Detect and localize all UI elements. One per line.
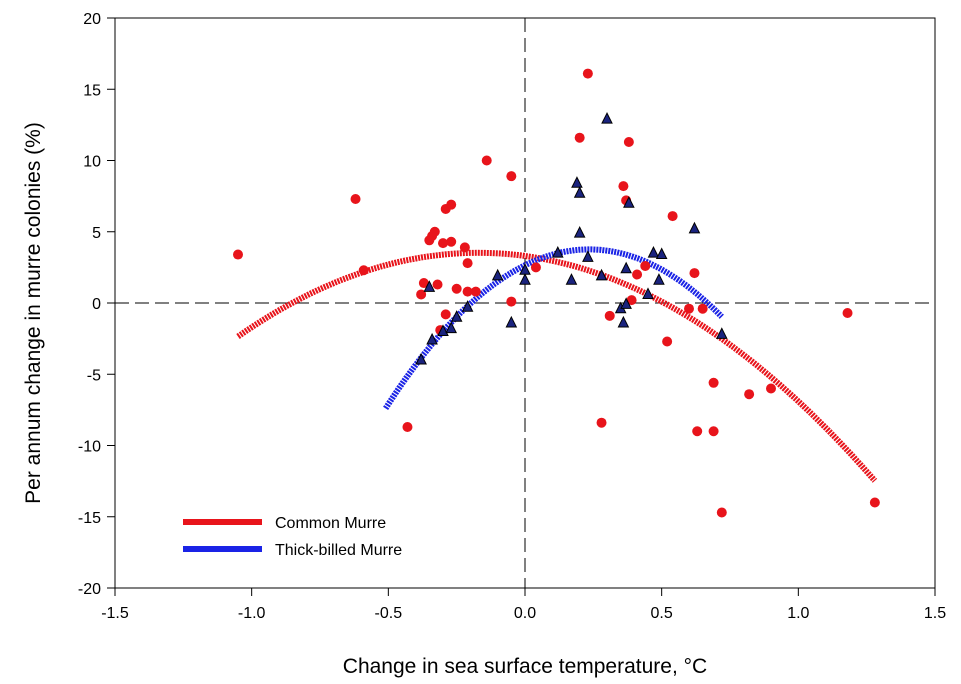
common-murre-point [481,155,492,166]
common-murre-point [451,283,462,294]
common-murre-point [416,289,427,300]
reference-lines [115,18,935,588]
common-murre-point [582,68,593,79]
y-tick-label: 15 [83,82,101,99]
common-murre-point [744,389,755,400]
common-murre-point [530,262,541,273]
y-axis-ticks: -20 -15 -10 -5 0 5 10 15 20 [78,11,115,598]
thick-billed-murre-point [571,176,583,188]
thick-billed-murre-point [655,247,668,260]
common-murre-point [766,383,776,394]
x-tick-label: 1.5 [924,605,946,622]
common-murre-point [662,336,673,347]
common-murre-point [402,421,413,432]
thick-billed-murre-point [601,112,613,124]
x-tick-label: -1.5 [101,605,129,622]
common-murre-point [716,507,727,518]
common-murre-point [692,426,703,437]
common-murre-point [626,295,637,306]
common-murre-point [350,193,361,204]
thick-billed-murre-point [551,246,564,258]
legend-label: Common Murre [275,515,386,532]
thick-billed-murre-point [565,273,578,285]
thick-billed-murre-point [573,226,586,238]
thick-billed-murre-point [715,327,728,339]
common-murre-point [684,303,694,314]
y-tick-label: 20 [83,11,101,28]
y-tick-label: 10 [83,154,101,171]
y-tick-label: -20 [78,581,101,598]
common-murre-point [470,286,481,297]
thick-billed-murre-point [519,263,531,275]
thick-billed-murre-point [491,268,504,281]
common-murre-point [574,132,585,143]
legend: Common Murre Thick-billed Murre [183,515,402,559]
y-tick-label: -15 [78,510,101,527]
thick-billed-murre-point [595,268,608,281]
common-murre-point [640,260,651,271]
common-murre-point [632,269,643,280]
y-tick-label: -10 [78,439,101,456]
thick-billed-murre-point [623,196,635,208]
common-murre-point [358,265,369,276]
y-tick-label: 0 [92,296,101,313]
data-markers [233,68,880,518]
common-murre-point [440,309,451,320]
thick-billed-murre-point [620,297,632,309]
common-murre-point [462,258,473,269]
thick-billed-murre-point [461,300,474,312]
common-murre-point [869,497,880,508]
common-murre-point [446,236,457,247]
common-murre-point [459,242,470,253]
legend-label: Thick-billed Murre [275,542,402,559]
x-axis-label: Change in sea surface temperature, °C [343,655,707,678]
common-murre-point [618,181,629,192]
common-murre-point [697,303,708,314]
y-tick-label: 5 [92,225,101,242]
common-murre-point [418,278,429,289]
x-tick-label: 0.5 [651,605,673,622]
thick-billed-murre-point [415,352,427,365]
thick-billed-murre-point [450,310,463,322]
fit-curves [236,246,878,483]
thick-billed-murre-point [426,332,438,345]
y-tick-label: -5 [87,367,101,384]
thick-billed-murre-point [582,250,594,262]
thick-billed-murre-point [617,315,630,328]
common-murre-point [438,238,448,249]
x-tick-label: -0.5 [375,605,403,622]
common-murre-point [667,211,678,222]
common-murre-point [506,296,517,307]
common-murre-fit-line [236,249,878,483]
common-murre-point [462,286,473,297]
common-murre-point [233,249,243,260]
x-tick-label: -1.0 [238,605,266,622]
x-tick-label: 0.0 [514,605,536,622]
common-murre-point [708,426,719,437]
common-murre-point [689,268,700,279]
thick-billed-murre-point [573,186,586,198]
x-tick-label: 1.0 [787,605,809,622]
common-murre-point [596,417,607,428]
common-murre-point [623,136,634,147]
thick-billed-murre-point [642,287,654,299]
thick-billed-murre-point [653,273,665,285]
thick-billed-murre-point [647,246,660,258]
common-murre-point [506,171,517,182]
common-murre-point [432,279,443,290]
thick-billed-murre-point [620,261,632,274]
common-murre-point [842,307,853,318]
y-axis-label: Per annum change in murre colonies (%) [22,122,45,504]
common-murre-point [446,199,457,210]
common-murre-point [429,226,440,237]
thick-billed-murre-point [423,280,436,292]
thick-billed-murre-point [688,221,701,234]
x-axis-ticks: -1.5 -1.0 -0.5 0.0 0.5 1.0 1.5 [101,588,946,622]
common-murre-point [604,310,615,321]
thick-billed-murre-point [505,315,518,328]
thick-billed-murre-point [519,273,531,285]
thick-billed-murre-point [445,321,458,334]
common-murre-point [708,377,719,388]
